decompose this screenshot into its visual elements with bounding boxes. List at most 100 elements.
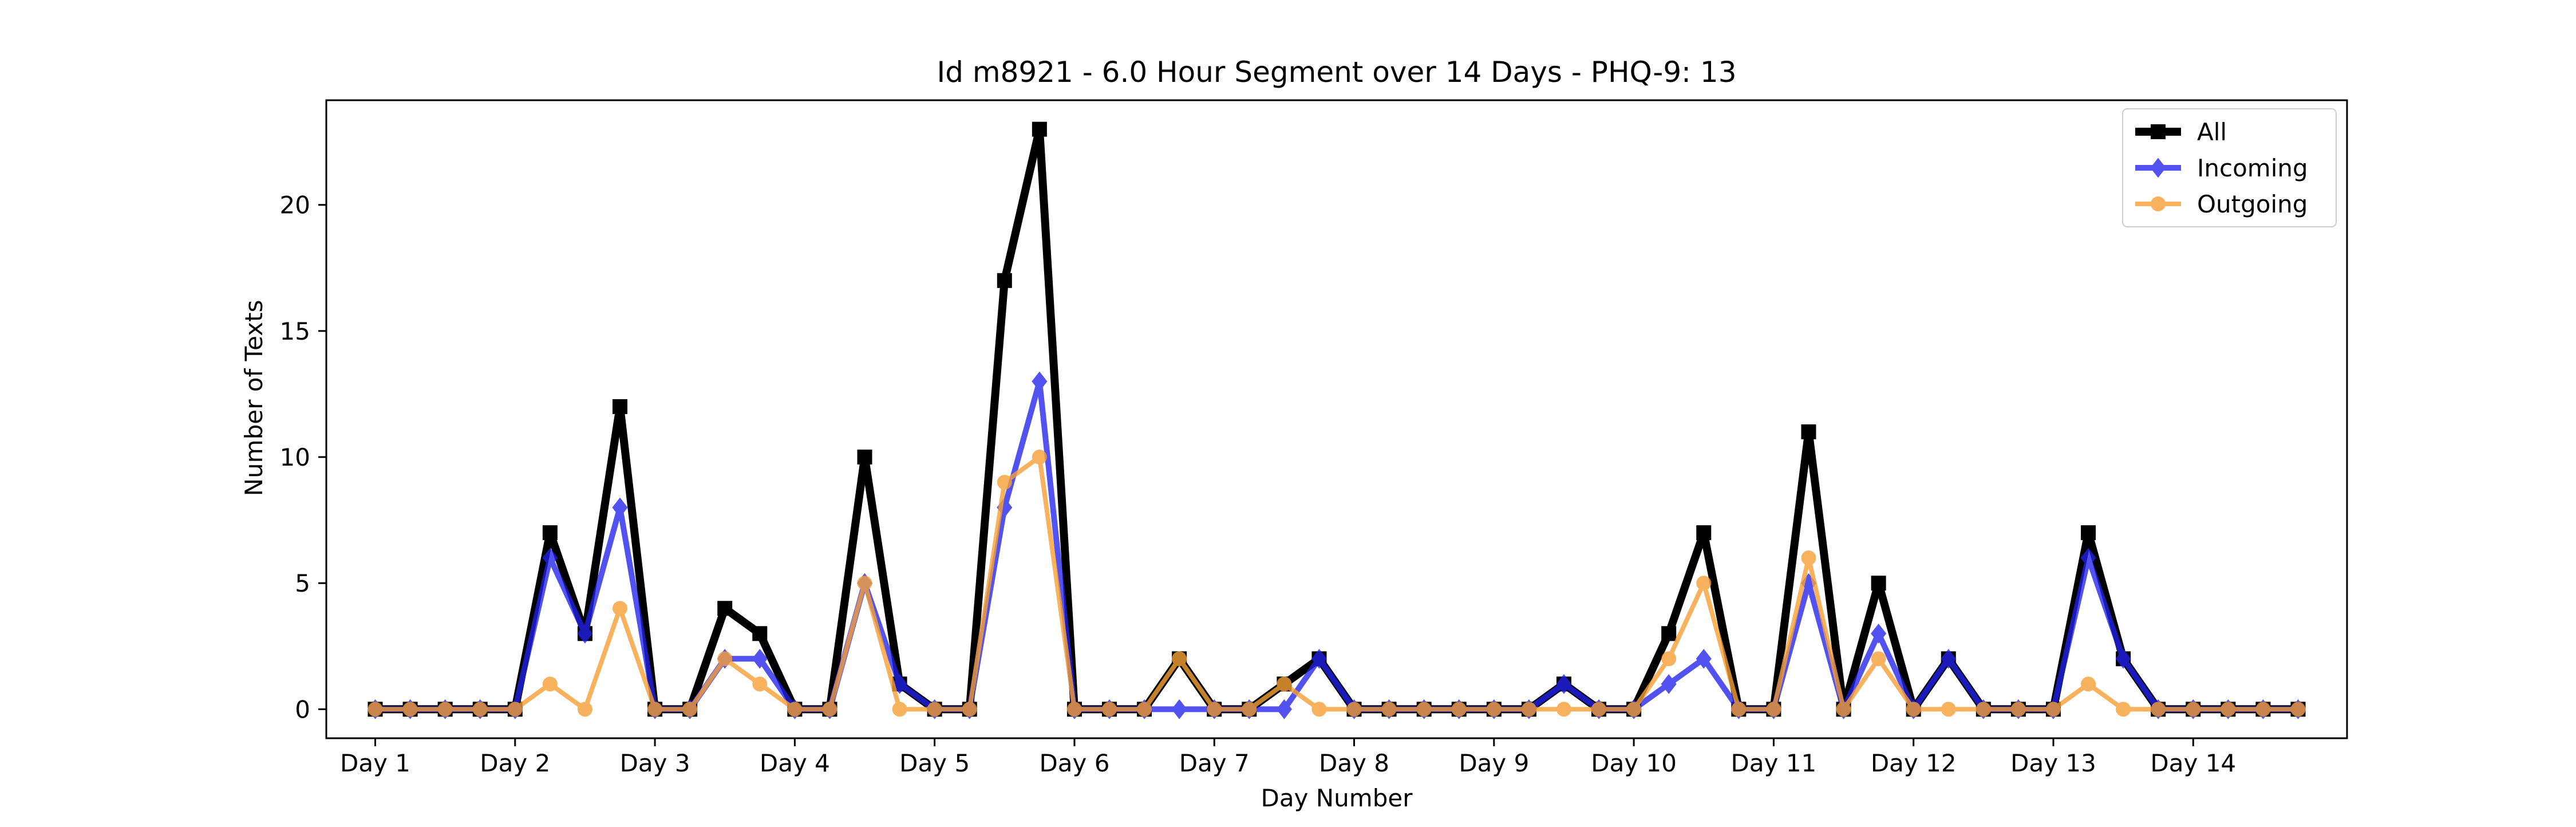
x-tick-label: Day 2 xyxy=(480,749,550,777)
data-point xyxy=(717,601,733,616)
data-point xyxy=(997,475,1012,490)
data-point xyxy=(927,702,942,717)
data-point xyxy=(1871,651,1886,667)
legend-marker xyxy=(2151,124,2166,139)
data-point xyxy=(787,702,803,717)
data-point xyxy=(1906,702,1921,717)
series-line xyxy=(375,125,2298,714)
axis-ticks: Day 1 Day 2 Day 3 Day 4 Day 5 Day 6 Day 7 Day 8… xyxy=(280,191,2237,777)
data-point xyxy=(612,497,628,518)
x-tick-label: Day 1 xyxy=(340,749,410,777)
legend-marker xyxy=(2151,196,2166,211)
data-point xyxy=(1311,648,1327,669)
series-outgoing xyxy=(368,450,2306,717)
x-tick-label: Day 12 xyxy=(1871,749,1957,777)
data-point xyxy=(752,626,768,641)
data-point xyxy=(1207,702,1222,717)
data-point xyxy=(368,702,383,717)
data-point xyxy=(822,702,837,717)
legend-label: Incoming xyxy=(2197,154,2308,182)
data-point xyxy=(1277,676,1292,692)
y-tick-label: 10 xyxy=(280,443,310,471)
x-tick-label: Day 6 xyxy=(1039,749,1109,777)
data-point xyxy=(1800,573,1817,593)
data-point xyxy=(1171,699,1187,719)
data-point xyxy=(472,702,488,717)
data-point xyxy=(2186,702,2201,717)
data-point xyxy=(2290,702,2306,717)
x-tick-label: Day 13 xyxy=(2010,749,2096,777)
series-lines xyxy=(367,121,2306,719)
data-point xyxy=(1696,576,1712,591)
plot-area-frame xyxy=(325,99,2348,739)
data-point xyxy=(507,702,523,717)
x-tick-label: Day 5 xyxy=(899,749,970,777)
data-point xyxy=(1661,626,1677,641)
data-point xyxy=(1696,648,1712,669)
data-point xyxy=(1032,450,1047,465)
data-point xyxy=(1276,699,1292,719)
data-point xyxy=(1941,648,1957,669)
data-point xyxy=(1416,702,1432,717)
data-point xyxy=(613,399,628,414)
data-point xyxy=(1661,674,1677,694)
series-line xyxy=(375,378,2298,712)
data-point xyxy=(1766,702,1781,717)
data-point xyxy=(2221,702,2236,717)
data-point xyxy=(2115,648,2131,669)
x-tick-label: Day 3 xyxy=(620,749,690,777)
data-point xyxy=(1032,121,1047,137)
x-tick-label: Day 4 xyxy=(760,749,830,777)
data-point xyxy=(2151,702,2166,717)
data-point xyxy=(1242,702,1257,717)
data-point xyxy=(1696,525,1712,541)
data-point xyxy=(1591,702,1607,717)
data-point xyxy=(1066,702,1082,717)
x-axis-label: Day Number xyxy=(1261,784,1413,812)
data-point xyxy=(997,273,1012,288)
data-point xyxy=(752,676,768,692)
data-point xyxy=(1486,702,1502,717)
data-point xyxy=(1032,371,1048,392)
data-point xyxy=(1137,702,1152,717)
data-point xyxy=(1871,623,1887,644)
data-point xyxy=(2080,548,2096,568)
data-point xyxy=(2081,676,2096,692)
data-point xyxy=(1311,702,1327,717)
data-point xyxy=(1801,424,1816,440)
legend: All Incoming Outgoing xyxy=(2122,108,2337,227)
legend-item xyxy=(2135,157,2181,178)
data-point xyxy=(2081,525,2096,541)
data-point xyxy=(1661,651,1677,667)
data-point xyxy=(1102,702,1117,717)
data-point xyxy=(577,702,592,717)
data-point xyxy=(1346,702,1362,717)
series-all xyxy=(368,121,2306,717)
legend-label: Outgoing xyxy=(2197,190,2308,218)
y-axis-label: Number of Texts xyxy=(240,300,268,497)
data-point xyxy=(2010,702,2026,717)
data-point xyxy=(1451,702,1467,717)
data-point xyxy=(752,648,768,669)
data-point xyxy=(857,576,872,591)
y-tick-label: 20 xyxy=(280,191,310,219)
x-tick-label: Day 10 xyxy=(1591,749,1677,777)
data-point xyxy=(717,651,733,667)
y-tick-label: 0 xyxy=(295,695,310,723)
series-line xyxy=(375,455,2298,712)
legend-label: All xyxy=(2197,118,2227,146)
data-point xyxy=(647,702,663,717)
data-point xyxy=(1871,576,1886,591)
data-point xyxy=(1626,702,1642,717)
legend-marker xyxy=(2150,157,2166,178)
x-tick-label: Day 14 xyxy=(2150,749,2236,777)
legend-box xyxy=(2122,108,2337,227)
data-point xyxy=(1836,702,1851,717)
data-point xyxy=(892,702,907,717)
x-tick-label: Day 8 xyxy=(1319,749,1389,777)
chart-title: Id m8921 - 6.0 Hour Segment over 14 Days… xyxy=(937,56,1736,89)
y-tick-label: 15 xyxy=(280,317,310,345)
data-point xyxy=(1172,651,1187,667)
